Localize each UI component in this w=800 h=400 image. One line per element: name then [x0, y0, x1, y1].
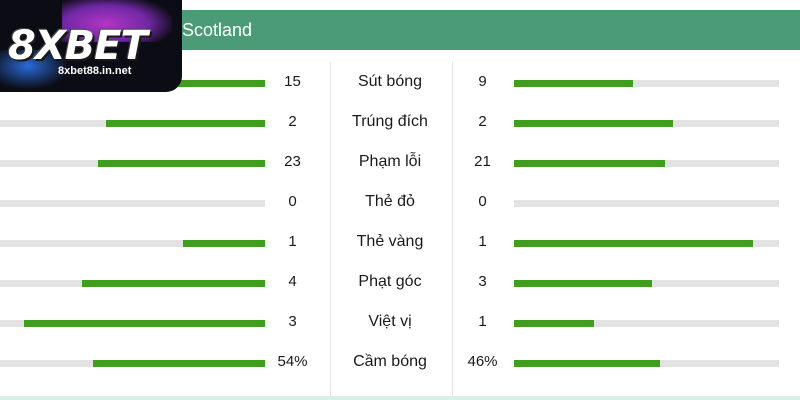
- away-bar-fill: [514, 320, 594, 327]
- away-bar-track: [514, 80, 779, 87]
- away-bar-fill: [514, 280, 652, 287]
- column-divider-left: [330, 62, 331, 400]
- home-value: 4: [288, 273, 297, 290]
- stat-label: Thẻ vàng: [356, 233, 424, 250]
- away-value: 9: [478, 73, 487, 90]
- stat-label: Sút bóng: [357, 73, 423, 90]
- stat-row-on-target: 2 Trúng đích 2: [0, 102, 800, 142]
- away-value: 0: [478, 193, 487, 210]
- away-bar-track: [514, 240, 779, 247]
- away-value: 2: [478, 113, 487, 130]
- home-value: 0: [288, 193, 297, 210]
- home-value: 2: [288, 113, 297, 130]
- away-value: 1: [478, 313, 487, 330]
- home-bar-track: [0, 360, 265, 367]
- stat-label: Trúng đích: [352, 113, 428, 130]
- home-value: 23: [284, 153, 301, 170]
- home-bar-track: [0, 120, 265, 127]
- logo-brand-text: 8XBET: [8, 23, 148, 69]
- home-bar-track: [0, 240, 265, 247]
- stat-row-corners: 4 Phạt góc 3: [0, 262, 800, 302]
- home-bar-fill: [92, 360, 265, 367]
- home-value: 15: [284, 73, 301, 90]
- away-bar-fill: [514, 120, 673, 127]
- logo-splash: [62, 0, 172, 42]
- home-value: 54%: [277, 353, 308, 370]
- home-bar-track: [0, 200, 265, 207]
- team-name: Scotland: [182, 20, 253, 40]
- brand-logo: 8XBET 8xbet88.in.net: [0, 0, 182, 92]
- stat-row-red-cards: 0 Thẻ đỏ 0: [0, 182, 800, 222]
- away-bar-track: [514, 280, 779, 287]
- away-bar-track: [514, 160, 779, 167]
- home-bar-fill: [106, 120, 265, 127]
- home-value: 3: [288, 313, 297, 330]
- stat-row-yellow-cards: 1 Thẻ vàng 1: [0, 222, 800, 262]
- home-bar-fill: [159, 80, 265, 87]
- stat-row-possession: 54% Cầm bóng 46%: [0, 342, 800, 382]
- home-bar-fill: [182, 240, 265, 247]
- away-bar-track: [514, 360, 779, 367]
- stat-label: Cầm bóng: [353, 353, 427, 370]
- home-bar-track: [0, 280, 265, 287]
- home-bar-fill: [82, 280, 265, 287]
- away-bar-fill: [514, 360, 660, 367]
- away-bar-track: [514, 200, 779, 207]
- away-value: 21: [474, 153, 491, 170]
- away-bar-fill: [514, 240, 753, 247]
- stat-label: Thẻ đỏ: [365, 193, 415, 210]
- away-value: 46%: [467, 353, 498, 370]
- away-bar-fill: [514, 80, 634, 87]
- home-bar-fill: [98, 160, 265, 167]
- stat-label: Việt vị: [368, 313, 412, 330]
- away-bar-track: [514, 120, 779, 127]
- stat-row-offsides: 3 Việt vị 1: [0, 302, 800, 342]
- away-value: 3: [478, 273, 487, 290]
- away-value: 1: [478, 233, 487, 250]
- logo-site-text: 8xbet88.in.net: [58, 65, 132, 77]
- home-bar-track: [0, 160, 265, 167]
- home-value: 1: [288, 233, 297, 250]
- away-bar-track: [514, 320, 779, 327]
- stat-row-fouls: 23 Phạm lỗi 21: [0, 142, 800, 182]
- bottom-border: [0, 396, 800, 400]
- column-divider-right: [452, 62, 453, 400]
- stat-label: Phạm lỗi: [358, 153, 422, 170]
- away-bar-fill: [514, 160, 666, 167]
- home-bar-track: [0, 320, 265, 327]
- home-bar-fill: [23, 320, 265, 327]
- stat-label: Phạt góc: [358, 273, 422, 290]
- logo-splash-secondary: [0, 50, 70, 90]
